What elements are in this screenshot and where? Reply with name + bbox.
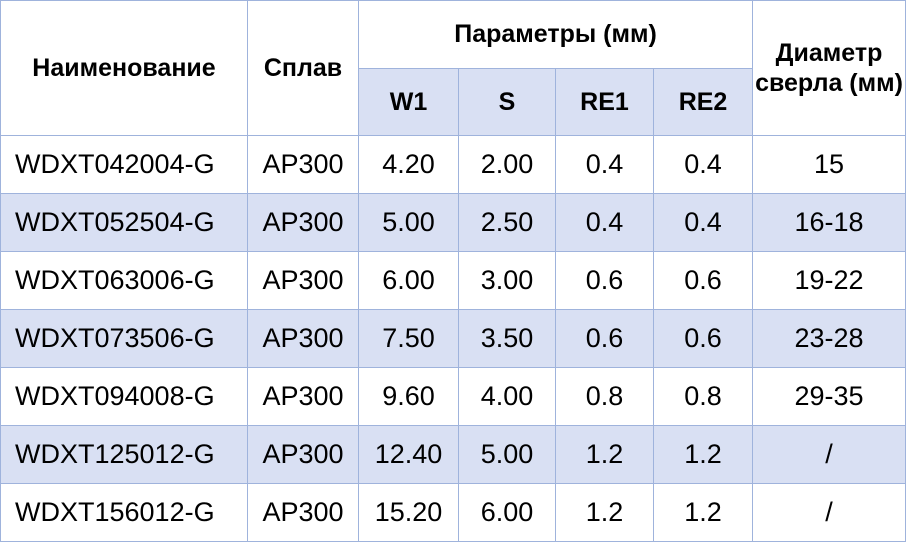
header-cell: Диаметр сверла (мм) <box>752 0 906 136</box>
table-cell: / <box>752 425 906 484</box>
table-row: WDXT052504-G AP300 5.00 2.50 0.4 0.4 16-18 <box>0 193 906 252</box>
table-cell: / <box>752 483 906 542</box>
table-row: WDXT073506-G AP300 7.50 3.50 0.6 0.6 23-28 <box>0 309 906 368</box>
table-cell: AP300 <box>247 135 359 194</box>
header-cell: S <box>458 68 556 136</box>
table-cell: 0.4 <box>652 135 754 194</box>
table-cell: 0.6 <box>652 309 754 368</box>
table-cell: AP300 <box>247 483 359 542</box>
table-cell: WDXT042004-G <box>0 135 248 194</box>
header-cell: Параметры (мм) <box>357 0 754 69</box>
table-cell: AP300 <box>247 309 359 368</box>
table-cell: 0.4 <box>652 193 754 252</box>
table-cell: WDXT052504-G <box>0 193 248 252</box>
header-cell: RE2 <box>652 68 754 136</box>
table-cell: 4.20 <box>358 135 459 194</box>
table-cell: 6.00 <box>358 251 459 310</box>
table-cell: WDXT073506-G <box>0 309 248 368</box>
table-body: WDXT042004-G AP300 4.20 2.00 0.4 0.4 15 WDXT052… <box>0 135 906 542</box>
table-cell: WDXT094008-G <box>0 367 248 426</box>
table-cell: 0.4 <box>555 135 654 194</box>
header-cell: Наименование <box>0 0 248 136</box>
table-cell: AP300 <box>247 251 359 310</box>
table-cell: 3.50 <box>458 309 556 368</box>
table-cell: 1.2 <box>555 425 654 484</box>
table-cell: AP300 <box>247 367 359 426</box>
table-cell: 16-18 <box>752 193 906 252</box>
table-cell: 29-35 <box>752 367 906 426</box>
table-cell: WDXT156012-G <box>0 483 248 542</box>
table-row: WDXT063006-G AP300 6.00 3.00 0.6 0.6 19-22 <box>0 251 906 310</box>
table-row: WDXT094008-G AP300 9.60 4.00 0.8 0.8 29-35 <box>0 367 906 426</box>
table-cell: 5.00 <box>458 425 556 484</box>
table-cell: 0.4 <box>555 193 654 252</box>
table-cell: 15 <box>752 135 906 194</box>
table-cell: 0.8 <box>555 367 654 426</box>
header-cell: RE1 <box>555 68 654 136</box>
table-cell: 0.6 <box>652 251 754 310</box>
table-cell: 1.2 <box>555 483 654 542</box>
table-cell: 23-28 <box>752 309 906 368</box>
table-cell: 3.00 <box>458 251 556 310</box>
table-cell: 4.00 <box>458 367 556 426</box>
table-cell: 2.50 <box>458 193 556 252</box>
table-cell: 0.6 <box>555 309 654 368</box>
table-cell: 0.8 <box>652 367 754 426</box>
table-cell: 5.00 <box>358 193 459 252</box>
table-cell: 6.00 <box>458 483 556 542</box>
table-cell: 1.2 <box>652 425 754 484</box>
header-cell: Сплав <box>247 0 359 136</box>
table-cell: 12.40 <box>358 425 459 484</box>
table-cell: AP300 <box>247 193 359 252</box>
table-cell: WDXT063006-G <box>0 251 248 310</box>
header-cell: W1 <box>358 68 459 136</box>
table-cell: 19-22 <box>752 251 906 310</box>
table-row: WDXT125012-G AP300 12.40 5.00 1.2 1.2/ <box>0 425 906 484</box>
table-cell: WDXT125012-G <box>0 425 248 484</box>
table-cell: 0.6 <box>555 251 654 310</box>
table-cell: 2.00 <box>458 135 556 194</box>
table-cell: 9.60 <box>358 367 459 426</box>
table-cell: 15.20 <box>358 483 459 542</box>
table-row: WDXT042004-G AP300 4.20 2.00 0.4 0.4 15 <box>0 135 906 194</box>
table-cell: AP300 <box>247 425 359 484</box>
table-cell: 1.2 <box>652 483 754 542</box>
table-row: WDXT156012-G AP300 15.20 6.00 1.2 1.2/ <box>0 483 906 542</box>
table-cell: 7.50 <box>358 309 459 368</box>
